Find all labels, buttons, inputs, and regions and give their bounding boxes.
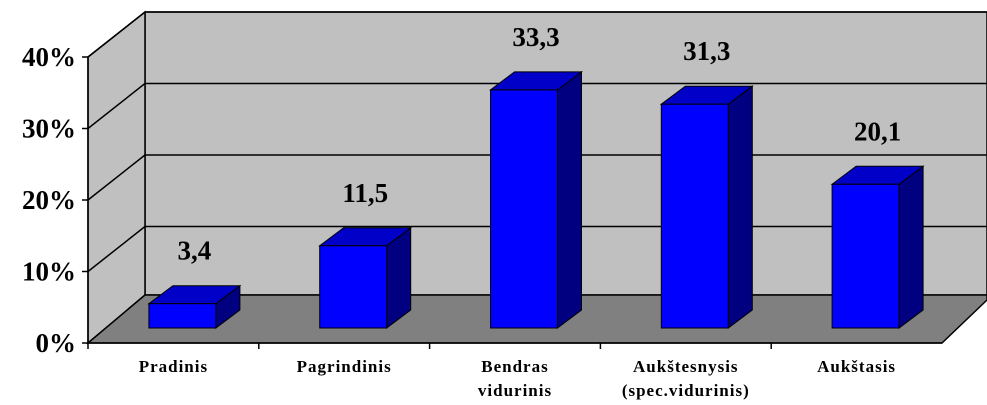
- grid-line: [87, 82, 146, 130]
- grid-line: [87, 225, 146, 273]
- value-label: 33,3: [512, 22, 559, 52]
- value-label: 11,5: [342, 178, 388, 208]
- x-tick-label: Aukštasis: [817, 357, 896, 376]
- bar-side: [557, 70, 582, 329]
- bar: [660, 103, 729, 329]
- y-tick-label: 10%: [22, 257, 76, 287]
- value-label: 20,1: [854, 116, 901, 146]
- bar-side: [727, 85, 753, 329]
- bar: [148, 303, 217, 329]
- grid-line: [87, 11, 146, 58]
- bar: [831, 183, 900, 329]
- bar: [319, 245, 388, 329]
- grid-line: [87, 154, 146, 201]
- y-tick-label: 20%: [22, 185, 76, 215]
- x-tick-label: Pagrindinis: [297, 357, 392, 376]
- value-label: 31,3: [683, 36, 730, 66]
- bar: [490, 89, 558, 329]
- value-label: 3,4: [178, 236, 212, 266]
- x-tick-label: Aukštesnysis (spec.vidurinis): [622, 357, 750, 400]
- x-tick-label: Bendras vidurinis: [478, 357, 552, 400]
- y-tick-label: 0%: [36, 328, 77, 358]
- y-tick-label: 30%: [22, 114, 76, 144]
- x-tick-label: Pradinis: [139, 357, 208, 376]
- y-tick-label: 40%: [22, 42, 76, 72]
- bar-side: [898, 165, 924, 329]
